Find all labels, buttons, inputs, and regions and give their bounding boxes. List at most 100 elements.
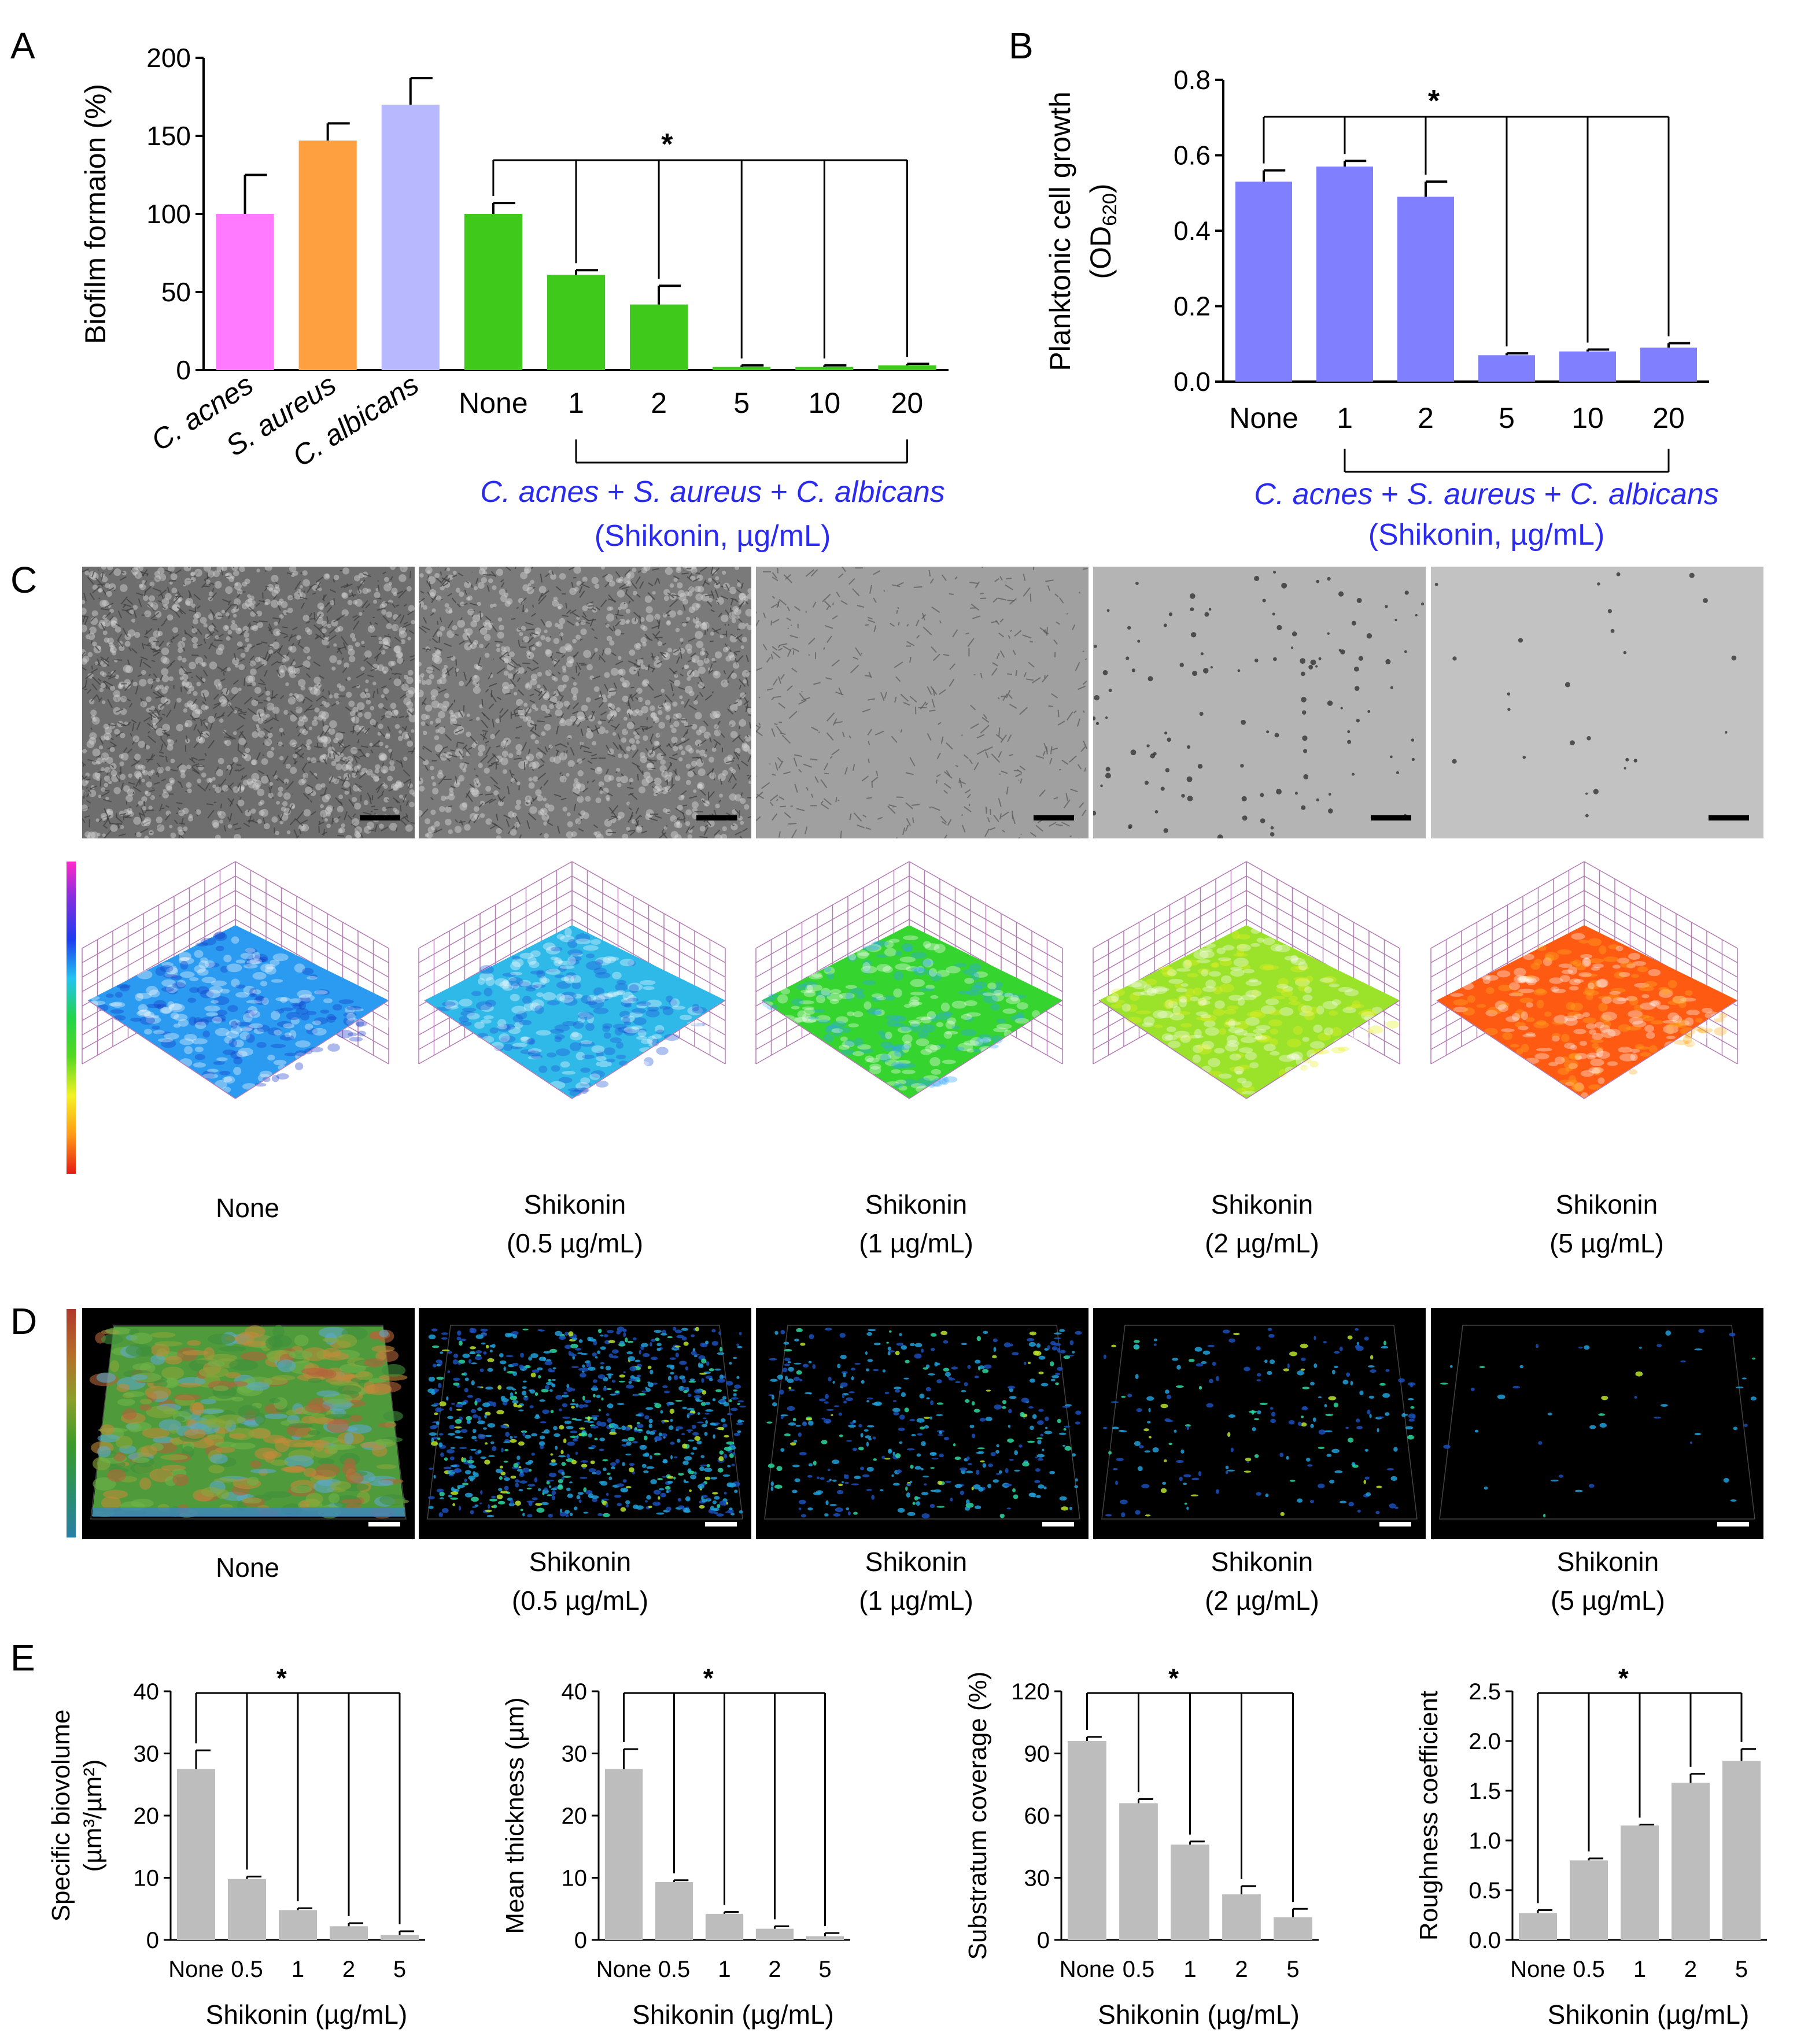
cell-highlight bbox=[630, 744, 637, 751]
cell-highlight bbox=[514, 692, 518, 696]
cell-mark bbox=[652, 745, 662, 751]
cell-highlight bbox=[687, 834, 692, 838]
surface-peak bbox=[573, 1021, 584, 1029]
cell-mark bbox=[718, 799, 722, 803]
cell-mark bbox=[599, 690, 604, 700]
cell-mark bbox=[532, 659, 539, 665]
cell-mark bbox=[243, 678, 246, 686]
cell-mark bbox=[214, 790, 217, 793]
cell-highlight bbox=[645, 809, 654, 818]
cell-mark bbox=[1009, 598, 1017, 605]
cell-highlight bbox=[405, 824, 413, 832]
cell-highlight bbox=[580, 628, 587, 635]
surface-peak bbox=[489, 1027, 499, 1034]
cell-highlight bbox=[577, 715, 582, 720]
cell-highlight bbox=[427, 570, 431, 574]
cell-mark bbox=[176, 763, 183, 768]
cell-mark bbox=[127, 659, 130, 666]
surface-peak bbox=[243, 963, 258, 969]
cell-mark bbox=[419, 774, 421, 782]
cell-mark bbox=[381, 762, 385, 770]
surface-peak bbox=[248, 1006, 258, 1015]
cell-mark bbox=[163, 617, 168, 623]
cell-mark bbox=[254, 725, 259, 733]
cell-highlight bbox=[474, 814, 480, 820]
cell-mark bbox=[805, 569, 815, 577]
cell-highlight bbox=[245, 810, 252, 816]
surface-peak bbox=[613, 991, 623, 995]
cell-highlight bbox=[460, 601, 465, 607]
cell-highlight bbox=[515, 698, 523, 707]
cell-highlight bbox=[409, 789, 415, 795]
cell-dot bbox=[1354, 686, 1360, 691]
cell-mark bbox=[101, 754, 106, 763]
cell-mark bbox=[498, 797, 504, 803]
cell-mark bbox=[984, 746, 993, 751]
cell-highlight bbox=[672, 701, 678, 707]
cell-dot bbox=[1204, 612, 1209, 617]
cell-mark bbox=[791, 829, 798, 838]
cell-highlight bbox=[557, 603, 563, 609]
cell-highlight bbox=[534, 740, 539, 744]
cell-highlight bbox=[134, 631, 141, 638]
cell-mark bbox=[654, 694, 663, 698]
cell-dot bbox=[1434, 582, 1438, 586]
cell-mark bbox=[407, 610, 414, 616]
surface-peak bbox=[546, 1052, 557, 1058]
cell-mark bbox=[313, 624, 321, 631]
bar bbox=[1316, 167, 1373, 382]
surface-peak bbox=[933, 944, 946, 953]
cell-mark bbox=[91, 570, 95, 578]
cell-highlight bbox=[344, 790, 349, 795]
cell-mark bbox=[600, 711, 607, 716]
cell-mark bbox=[249, 606, 259, 616]
cell-highlight bbox=[374, 777, 379, 781]
cell-highlight bbox=[446, 567, 451, 571]
cell-dot bbox=[1105, 716, 1108, 719]
surface-peak bbox=[119, 985, 130, 992]
cell-highlight bbox=[360, 772, 364, 776]
surface-peak bbox=[588, 999, 604, 1009]
cell-mark bbox=[647, 664, 650, 671]
cell-mark bbox=[119, 826, 123, 828]
cell-highlight bbox=[274, 621, 278, 626]
cell-mark bbox=[165, 813, 171, 821]
surface-peak bbox=[622, 1029, 633, 1034]
cell-highlight bbox=[267, 583, 274, 591]
surface-peak bbox=[276, 1073, 289, 1080]
surface-peak bbox=[202, 1070, 215, 1080]
cell-mark bbox=[999, 618, 1004, 623]
cell-mark bbox=[710, 712, 713, 714]
surface-peak bbox=[173, 1014, 188, 1021]
cell-mark bbox=[925, 703, 928, 706]
cell-highlight bbox=[109, 646, 117, 653]
cell-mark bbox=[318, 821, 324, 826]
cell-highlight bbox=[448, 609, 453, 614]
cell-highlight bbox=[484, 767, 490, 774]
cell-mark bbox=[106, 616, 114, 624]
surface-peak bbox=[235, 1022, 252, 1026]
cell-highlight bbox=[329, 720, 337, 729]
cell-mark bbox=[989, 827, 996, 831]
cell-highlight bbox=[507, 673, 514, 679]
surface-peak bbox=[856, 992, 865, 999]
surface-peak bbox=[560, 1061, 570, 1068]
cell-mark bbox=[309, 800, 313, 803]
surface-peak bbox=[164, 973, 178, 978]
surface-peak bbox=[243, 1012, 253, 1022]
cell-mark bbox=[170, 634, 179, 641]
surface-peak bbox=[942, 1076, 949, 1085]
cell-highlight bbox=[200, 617, 207, 624]
cell-highlight bbox=[703, 731, 711, 739]
cell-mark bbox=[1048, 705, 1053, 707]
cell-mark bbox=[890, 623, 895, 627]
cell-mark bbox=[236, 804, 243, 814]
cell-mark bbox=[702, 686, 706, 690]
surface-peak bbox=[862, 967, 872, 974]
cell-dot bbox=[1163, 623, 1167, 627]
cell-mark bbox=[307, 784, 313, 789]
cell-highlight bbox=[644, 666, 648, 670]
cell-highlight bbox=[603, 697, 608, 703]
cell-mark bbox=[581, 583, 590, 589]
cell-dot bbox=[1633, 759, 1637, 763]
